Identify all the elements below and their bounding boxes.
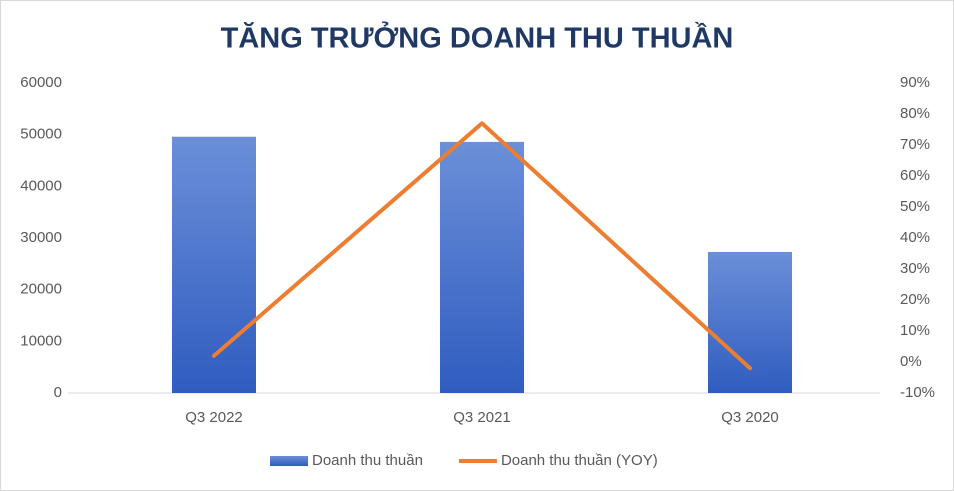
y2-tick-label: 30% xyxy=(900,260,930,277)
y2-tick-label: 20% xyxy=(900,291,930,308)
legend-swatch xyxy=(270,456,308,466)
y2-tick-label: 40% xyxy=(900,229,930,246)
legend-label: Doanh thu thuần (YOY) xyxy=(501,452,658,469)
y2-tick-label: 60% xyxy=(900,167,930,184)
x-tick-label: Q3 2022 xyxy=(185,409,243,426)
y-tick-label: 10000 xyxy=(20,332,62,349)
y-tick-label: 0 xyxy=(54,384,62,401)
legend-label: Doanh thu thuần xyxy=(312,452,423,469)
y2-tick-label: 0% xyxy=(900,353,922,370)
x-tick-label: Q3 2021 xyxy=(453,409,511,426)
y2-tick-label: 50% xyxy=(900,198,930,215)
y2-tick-label: 70% xyxy=(900,136,930,153)
y2-tick-label: 80% xyxy=(900,105,930,122)
y2-tick-label: -10% xyxy=(900,384,935,401)
y-tick-label: 60000 xyxy=(20,74,62,91)
y-tick-label: 30000 xyxy=(20,229,62,246)
x-tick-label: Q3 2020 xyxy=(721,409,779,426)
y-tick-label: 20000 xyxy=(20,281,62,298)
line xyxy=(212,121,752,371)
chart-title: TĂNG TRƯỞNG DOANH THU THUẦN xyxy=(221,21,734,55)
y2-tick-label: 90% xyxy=(900,74,930,91)
bar xyxy=(440,141,524,393)
bar xyxy=(708,251,792,393)
bar xyxy=(172,136,256,393)
y2-tick-label: 10% xyxy=(900,322,930,339)
y-tick-label: 50000 xyxy=(20,126,62,143)
y-tick-label: 40000 xyxy=(20,177,62,194)
